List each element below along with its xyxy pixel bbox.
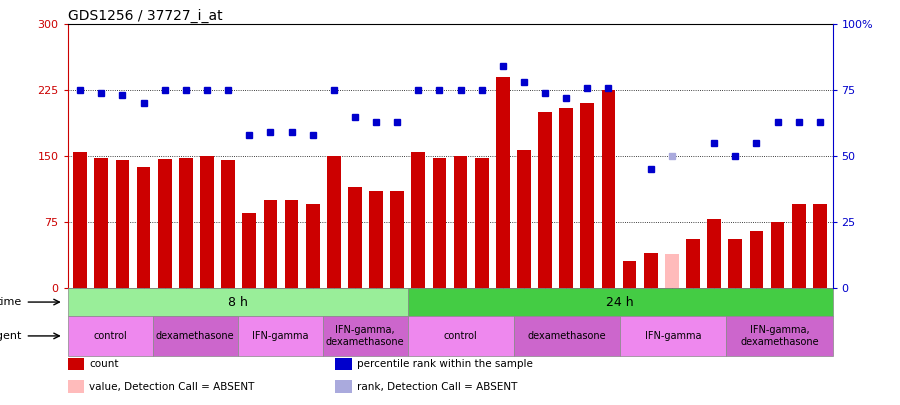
Text: 24 h: 24 h <box>607 296 634 309</box>
Bar <box>391 191 404 288</box>
Bar <box>264 200 277 288</box>
Bar <box>306 205 319 288</box>
Bar <box>518 150 531 288</box>
Bar <box>94 158 108 288</box>
Bar <box>68 316 152 356</box>
Bar <box>580 103 594 288</box>
Bar <box>335 380 352 393</box>
Bar <box>369 191 382 288</box>
Bar <box>284 200 299 288</box>
Bar <box>750 231 763 288</box>
Bar <box>813 205 827 288</box>
Bar <box>475 158 489 288</box>
Bar <box>560 108 573 288</box>
Bar <box>322 316 408 356</box>
Bar <box>408 316 514 356</box>
Bar <box>770 222 785 288</box>
Bar <box>200 156 214 288</box>
Bar <box>327 156 340 288</box>
Text: dexamethasone: dexamethasone <box>156 331 234 341</box>
Bar <box>792 205 806 288</box>
Bar <box>115 160 130 288</box>
Bar <box>623 261 636 288</box>
Bar <box>68 358 85 370</box>
Bar <box>644 253 658 288</box>
Bar <box>158 159 172 288</box>
Bar <box>726 316 832 356</box>
Text: value, Detection Call = ABSENT: value, Detection Call = ABSENT <box>89 382 255 392</box>
Text: rank, Detection Call = ABSENT: rank, Detection Call = ABSENT <box>356 382 517 392</box>
Bar <box>601 90 616 288</box>
Bar <box>728 239 742 288</box>
Bar <box>221 160 235 288</box>
Bar <box>179 158 193 288</box>
Bar <box>348 187 362 288</box>
Text: IFN-gamma,
dexamethasone: IFN-gamma, dexamethasone <box>326 325 404 347</box>
Text: dexamethasone: dexamethasone <box>527 331 607 341</box>
Bar <box>496 77 509 288</box>
Text: agent: agent <box>0 331 22 341</box>
Bar <box>68 288 408 316</box>
Bar <box>686 239 700 288</box>
Bar <box>335 358 352 370</box>
Bar <box>707 219 721 288</box>
Text: IFN-gamma: IFN-gamma <box>645 331 701 341</box>
Bar <box>620 316 726 356</box>
Bar <box>238 316 322 356</box>
Text: count: count <box>89 359 119 369</box>
Text: IFN-gamma,
dexamethasone: IFN-gamma, dexamethasone <box>740 325 819 347</box>
Bar <box>538 112 552 288</box>
Text: IFN-gamma: IFN-gamma <box>252 331 308 341</box>
Bar <box>73 151 87 288</box>
Bar <box>137 166 150 288</box>
Text: 8 h: 8 h <box>228 296 248 309</box>
Text: percentile rank within the sample: percentile rank within the sample <box>356 359 533 369</box>
Text: time: time <box>0 297 22 307</box>
Text: control: control <box>444 331 478 341</box>
Text: control: control <box>93 331 127 341</box>
Bar <box>433 158 446 288</box>
Bar <box>454 156 467 288</box>
Bar <box>665 254 679 288</box>
Bar <box>411 151 425 288</box>
Bar <box>408 288 832 316</box>
Bar <box>514 316 620 356</box>
Bar <box>152 316 238 356</box>
Bar <box>242 213 256 288</box>
Bar <box>68 380 85 393</box>
Text: GDS1256 / 37727_i_at: GDS1256 / 37727_i_at <box>68 9 222 23</box>
